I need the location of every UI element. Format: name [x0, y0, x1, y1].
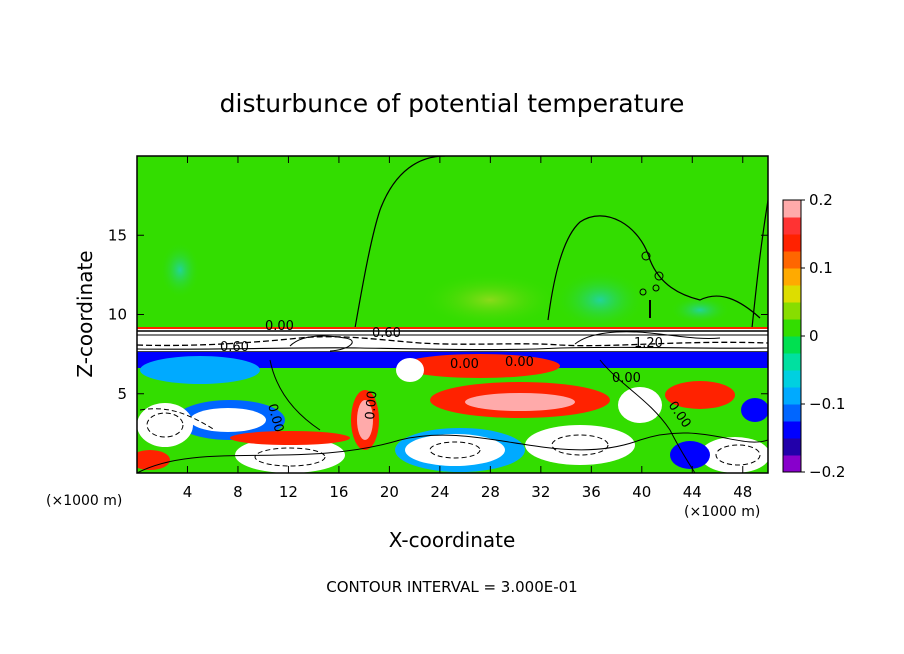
contour-line: [137, 336, 768, 347]
y-tick-label: 5: [117, 385, 127, 403]
contour-line: [574, 331, 721, 345]
contour-line: [137, 432, 768, 473]
contour-line: [289, 335, 353, 352]
field-blob: [465, 393, 575, 411]
x-tick-label: 16: [329, 483, 348, 501]
contour-line: [599, 359, 696, 473]
colorbar-swatch: [783, 200, 801, 218]
field-blob: [665, 381, 735, 409]
colorbar-tick-label: −0.1: [809, 395, 845, 413]
contour-loop: [654, 271, 664, 281]
contour-line: [751, 199, 768, 328]
x-tick-label: 4: [183, 483, 193, 501]
colorbar-swatch: [783, 404, 801, 422]
y-tick-label: 15: [108, 226, 127, 244]
field-blob: [700, 437, 768, 473]
contour-line: [139, 408, 216, 431]
x-unit-label: (×1000 m): [684, 504, 760, 520]
contour-line: [269, 359, 321, 431]
contour-label: 0.60: [220, 340, 249, 355]
colorbar-swatch: [783, 387, 801, 405]
y-axis: 5 10 15: [108, 226, 768, 403]
colorbar-swatch: [783, 353, 801, 371]
field-blob: [190, 408, 266, 432]
field-blob: [420, 272, 560, 328]
colorbar-swatch: [783, 234, 801, 252]
field-blob: [525, 425, 635, 465]
y-tick-label: 10: [108, 306, 127, 324]
colorbar-swatch: [783, 302, 801, 320]
x-tick-label: 28: [481, 483, 500, 501]
x-tick-label: 8: [233, 483, 243, 501]
contour-loop: [639, 288, 647, 296]
contour-loop: [254, 447, 326, 467]
x-axis: 4 8 12 16 20 24 28 32 36 40 44 48: [183, 156, 752, 501]
contour-loop: [715, 444, 761, 466]
colorbar-swatch: [783, 336, 801, 354]
field-blob: [137, 403, 193, 447]
field-blob: [160, 242, 200, 298]
colorbar-swatch: [783, 438, 801, 456]
x-tick-label: 36: [582, 483, 601, 501]
field-blob: [400, 354, 560, 378]
field-blob: [555, 270, 645, 328]
x-tick-label: 44: [683, 483, 702, 501]
y-unit-label: (×1000 m): [46, 493, 122, 509]
field-blob: [670, 296, 730, 324]
colorbar-swatch: [783, 370, 801, 388]
contour-labels: 0.00 0.60 0.60 1.20 0.00 0.00 0.00 0.00 …: [220, 319, 694, 434]
field-blob: [357, 400, 373, 440]
contour-label: 0.60: [372, 326, 401, 341]
field-blob: [741, 398, 768, 422]
contour-label: 0.00: [505, 355, 534, 370]
contour-label: 0.00: [264, 402, 286, 434]
x-tick-label: 48: [733, 483, 752, 501]
colorbar-swatch: [783, 251, 801, 269]
x-tick-label: 32: [531, 483, 550, 501]
heatmap-field: [137, 156, 768, 473]
x-tick-label: 20: [380, 483, 399, 501]
field-blob: [140, 356, 260, 384]
x-tick-label: 24: [430, 483, 449, 501]
field-blob: [405, 434, 505, 466]
x-tick-label: 12: [279, 483, 298, 501]
contour-loop: [641, 251, 651, 261]
field-blob: [618, 387, 662, 423]
contour-label: 0.00: [450, 357, 479, 372]
colorbar-swatch: [783, 455, 801, 473]
colorbar-swatch: [783, 285, 801, 303]
colorbar: 0.2 0.1 0 −0.1 −0.2: [782, 191, 845, 481]
contour-line: [547, 215, 761, 321]
colorbar-swatch: [783, 268, 801, 286]
contour-label: 0.00: [363, 390, 380, 420]
contour-loop: [551, 434, 609, 456]
contour-loop: [146, 412, 184, 438]
field-blob: [396, 358, 424, 382]
contour-label: 0.00: [612, 371, 641, 386]
colorbar-tick-label: 0: [809, 327, 819, 345]
contour-loop: [652, 284, 660, 292]
x-tick-label: 40: [632, 483, 651, 501]
contour-label: 1.20: [634, 336, 663, 351]
contour-line: [354, 156, 446, 328]
colorbar-tick-label: 0.1: [809, 259, 833, 277]
colorbar-swatch: [783, 319, 801, 337]
colorbar-swatch: [783, 421, 801, 439]
colorbar-swatch: [783, 217, 801, 235]
contour-interval-text: CONTOUR INTERVAL = 3.000E-01: [326, 578, 577, 596]
contour-loop: [429, 441, 481, 459]
chart-title: disturbunce of potential temperature: [220, 89, 685, 118]
contour-line: [137, 346, 768, 351]
contour-label: 0.00: [265, 319, 294, 334]
field-blob: [137, 450, 170, 470]
colorbar-tick-label: −0.2: [809, 463, 845, 481]
colorbar-tick-label: 0.2: [809, 191, 833, 209]
y-axis-label: Z-coordinate: [73, 250, 97, 377]
field-blob: [230, 431, 350, 445]
x-axis-label: X-coordinate: [389, 528, 516, 552]
